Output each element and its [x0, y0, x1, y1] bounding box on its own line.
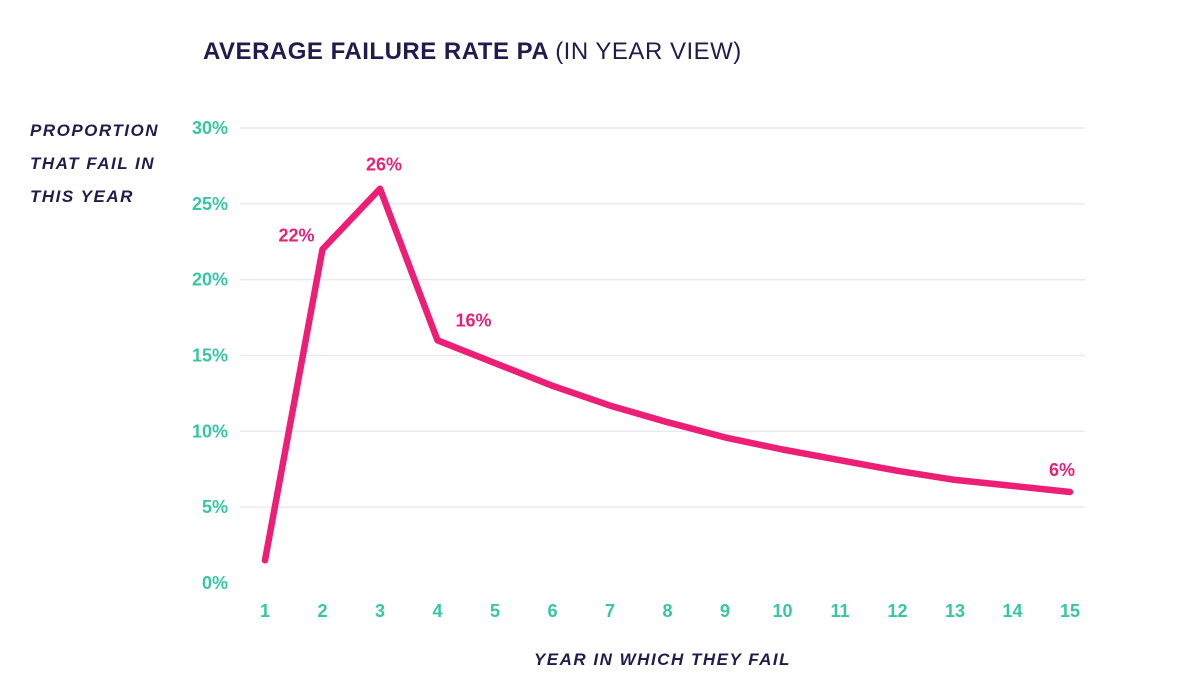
- x-tick-label: 8: [662, 601, 672, 621]
- x-tick-label: 6: [547, 601, 557, 621]
- y-tick-label: 25%: [192, 194, 228, 214]
- x-tick-label: 1: [260, 601, 270, 621]
- y-tick-label: 5%: [202, 497, 228, 517]
- data-label: 22%: [278, 225, 314, 245]
- x-tick-label: 13: [945, 601, 965, 621]
- chart-title-suffix: (IN YEAR VIEW): [555, 38, 742, 65]
- y-tick-label: 0%: [202, 573, 228, 593]
- y-tick-label: 20%: [192, 270, 228, 290]
- x-tick-label: 10: [772, 601, 792, 621]
- failure-rate-line: [261, 185, 1074, 564]
- x-tick-label: 5: [490, 601, 500, 621]
- x-axis-label: YEAR IN WHICH THEY FAIL: [533, 650, 792, 669]
- y-tick-label: 30%: [192, 118, 228, 138]
- chart-title-main: AVERAGE FAILURE RATE PA: [203, 38, 550, 65]
- x-tick-label: 14: [1002, 601, 1022, 621]
- x-tick-label: 4: [432, 601, 442, 621]
- data-label: 26%: [366, 155, 402, 175]
- data-label: 6%: [1049, 460, 1075, 480]
- x-tick-label: 11: [830, 601, 849, 621]
- chart-title: AVERAGE FAILURE RATE PA (IN YEAR VIEW): [203, 38, 742, 66]
- x-tick-label: 2: [317, 601, 327, 621]
- x-tick-label: 7: [605, 601, 615, 621]
- data-label: 16%: [455, 310, 491, 330]
- y-tick-label: 10%: [192, 421, 228, 441]
- x-tick-label: 3: [375, 601, 385, 621]
- x-tick-label: 9: [720, 601, 730, 621]
- y-tick-label: 15%: [192, 346, 228, 366]
- x-tick-label: 12: [887, 601, 907, 621]
- x-tick-label: 15: [1060, 601, 1080, 621]
- y-axis-label: PROPORTION THAT FAIL IN THIS YEAR: [30, 121, 159, 207]
